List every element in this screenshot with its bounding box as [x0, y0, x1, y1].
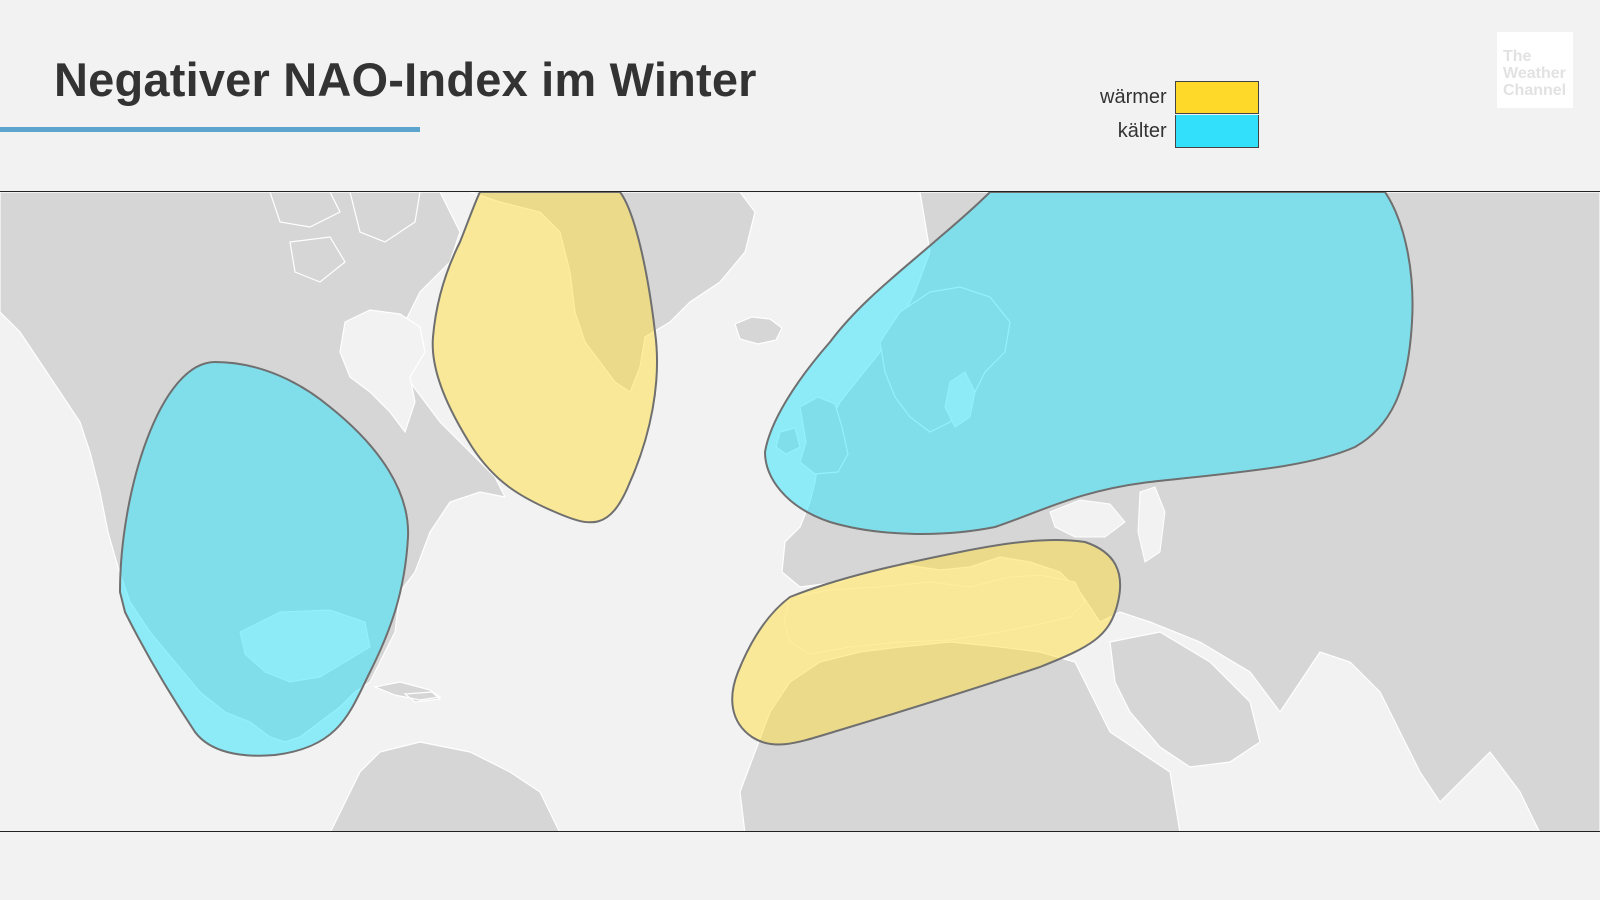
- caspian-sea: [1137, 486, 1166, 563]
- map-svg: [0, 192, 1600, 831]
- logo-line: Channel: [1503, 82, 1567, 99]
- legend-label-warmer: wärmer: [1100, 85, 1167, 108]
- arabian-peninsula: [1109, 631, 1261, 768]
- legend: wärmer kälter: [1100, 80, 1259, 148]
- mediterranean-warm-region: [731, 539, 1122, 746]
- south-america-landmass: [330, 741, 560, 831]
- page-title: Negativer NAO-Index im Winter: [54, 53, 757, 106]
- north-europe-cold-region: [763, 192, 1414, 535]
- arctic-islands: [269, 192, 421, 283]
- logo-line: The: [1503, 48, 1532, 65]
- map-panel: [0, 191, 1600, 832]
- anomaly-regions: [118, 192, 1414, 757]
- caribbean-islands: [372, 681, 442, 703]
- iceland-landmass: [734, 316, 783, 345]
- legend-swatch-colder: [1174, 114, 1259, 148]
- greenland-labrador-warm-region: [431, 192, 658, 524]
- black-sea: [1049, 499, 1126, 538]
- legend-swatch-warmer: [1174, 80, 1259, 114]
- legend-label-colder: kälter: [1117, 119, 1167, 142]
- hudson-bay: [339, 309, 426, 434]
- legend-item-warmer: wärmer: [1100, 80, 1259, 114]
- north-america-cold-region: [118, 360, 410, 757]
- title-underline: [0, 127, 420, 132]
- legend-item-colder: kälter: [1100, 114, 1259, 148]
- weather-channel-logo: The Weather Channel: [1497, 32, 1573, 108]
- logo-line: Weather: [1503, 65, 1566, 82]
